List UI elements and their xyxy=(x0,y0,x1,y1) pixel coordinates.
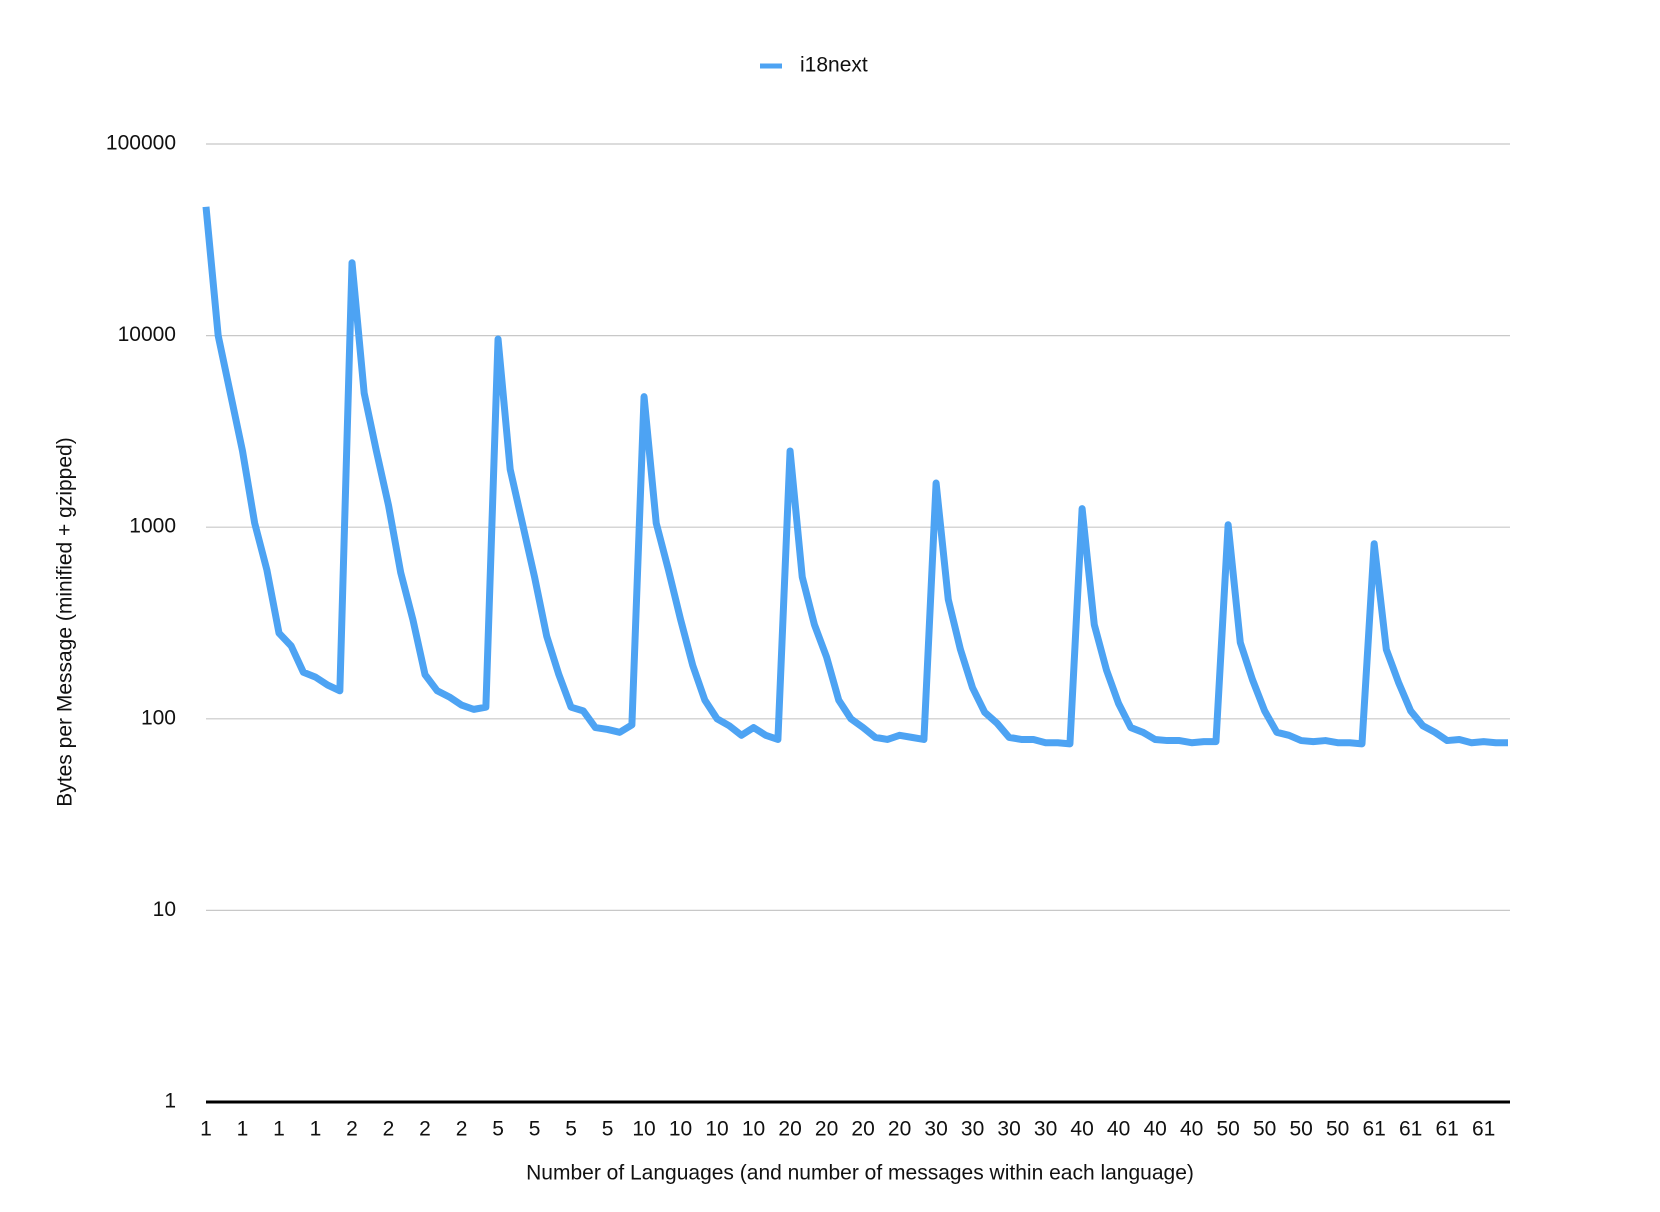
x-tick-label: 2 xyxy=(346,1118,358,1141)
y-tick-label: 1 xyxy=(164,1090,176,1113)
x-tick-label: 5 xyxy=(602,1118,614,1141)
x-tick-label: 30 xyxy=(961,1118,984,1141)
x-tick-label: 30 xyxy=(924,1118,947,1141)
x-tick-label: 20 xyxy=(778,1118,801,1141)
x-tick-label: 1 xyxy=(310,1118,322,1141)
x-tick-label: 5 xyxy=(565,1118,577,1141)
x-tick-label: 61 xyxy=(1399,1118,1422,1141)
x-tick-label: 1 xyxy=(273,1118,285,1141)
x-tick-label: 40 xyxy=(1143,1118,1166,1141)
x-tick-label: 30 xyxy=(997,1118,1020,1141)
x-tick-label: 10 xyxy=(742,1118,765,1141)
y-tick-label: 100 xyxy=(141,706,176,729)
x-tick-label: 40 xyxy=(1070,1118,1093,1141)
x-tick-label: 10 xyxy=(669,1118,692,1141)
x-tick-label: 1 xyxy=(200,1118,212,1141)
line-series xyxy=(202,206,1508,748)
x-tick-label: 5 xyxy=(492,1118,504,1141)
legend-label: i18next xyxy=(800,54,868,77)
x-tick-label: 10 xyxy=(632,1118,655,1141)
x-tick-label: 2 xyxy=(419,1118,431,1141)
y-tick-label: 1000 xyxy=(129,515,176,538)
x-tick-label: 50 xyxy=(1216,1118,1239,1141)
y-tick-label: 10 xyxy=(153,898,176,921)
x-tick-label: 5 xyxy=(529,1118,541,1141)
x-axis-title: Number of Languages (and number of messa… xyxy=(526,1162,1194,1185)
x-tick-label: 50 xyxy=(1253,1118,1276,1141)
x-tick-label: 20 xyxy=(851,1118,874,1141)
x-tick-label: 20 xyxy=(888,1118,911,1141)
y-tick-label: 100000 xyxy=(106,132,176,155)
x-tick-label: 50 xyxy=(1289,1118,1312,1141)
x-tick-label: 61 xyxy=(1435,1118,1458,1141)
x-tick-label: 61 xyxy=(1472,1118,1495,1141)
x-tick-label: 2 xyxy=(456,1118,468,1141)
y-tick-label: 10000 xyxy=(118,323,176,346)
y-axis-title: Bytes per Message (minified + gzipped) xyxy=(54,437,77,806)
x-tick-label: 10 xyxy=(705,1118,728,1141)
x-tick-label: 1 xyxy=(237,1118,249,1141)
x-tick-label: 2 xyxy=(383,1118,395,1141)
x-tick-label: 61 xyxy=(1362,1118,1385,1141)
x-tick-label: 50 xyxy=(1326,1118,1349,1141)
x-tick-label: 40 xyxy=(1180,1118,1203,1141)
x-tick-label: 30 xyxy=(1034,1118,1057,1141)
x-tick-label: 20 xyxy=(815,1118,838,1141)
x-tick-label: 40 xyxy=(1107,1118,1130,1141)
